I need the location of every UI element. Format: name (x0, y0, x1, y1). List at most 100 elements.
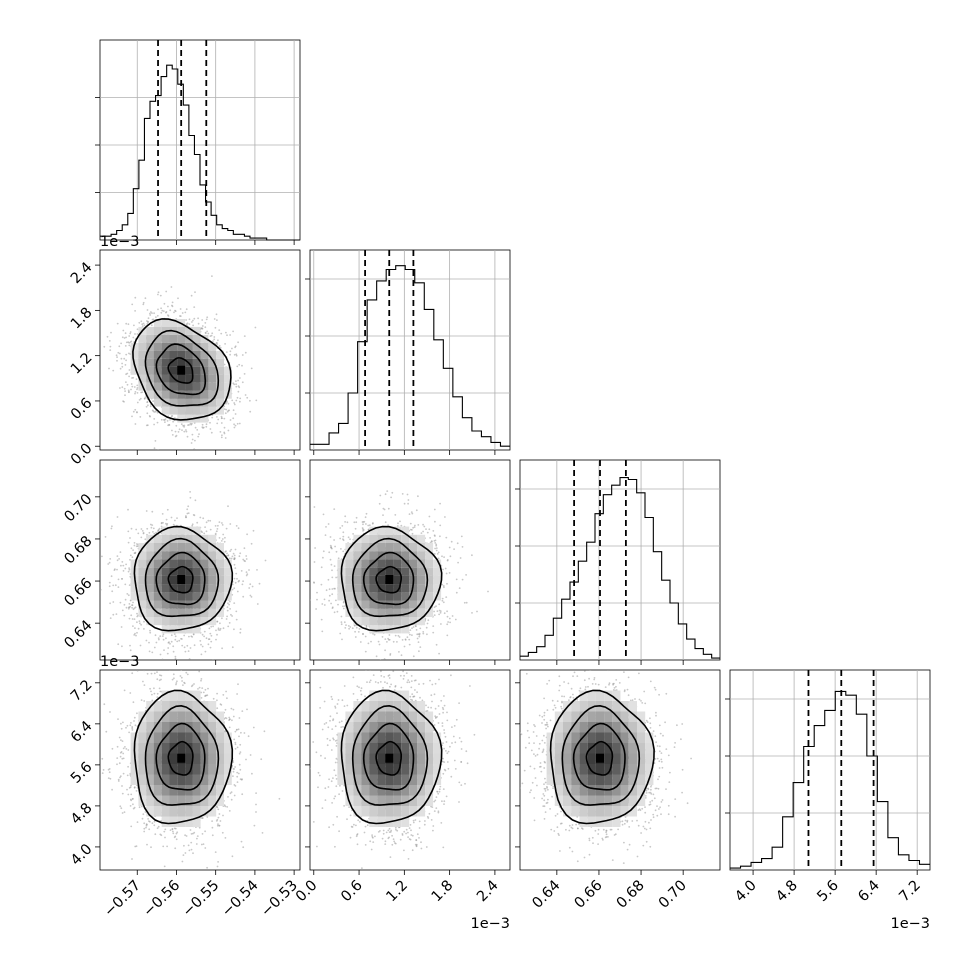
scatter-point (226, 606, 229, 608)
scatter-point (124, 567, 127, 570)
scatter-point (128, 603, 131, 605)
scatter-point (239, 631, 242, 634)
scatter-point (185, 308, 188, 311)
scatter-point (110, 527, 113, 530)
scatter-point (125, 563, 127, 566)
scatter-point (169, 418, 171, 421)
scatter-point (110, 331, 112, 334)
scatter-point (136, 333, 139, 335)
scatter-point (133, 324, 135, 327)
scatter-point (112, 369, 115, 372)
scatter-point (196, 429, 199, 431)
scatter-point (235, 380, 237, 382)
scatter-point (119, 551, 122, 553)
scatter-point (136, 621, 138, 624)
scatter-point (226, 615, 229, 618)
scatter-point (249, 583, 252, 586)
scatter-point (250, 367, 253, 370)
scatter-point (129, 537, 131, 539)
scatter-point (135, 378, 138, 380)
scatter-point (180, 637, 182, 640)
scatter-point (209, 421, 211, 424)
scatter-point (189, 496, 192, 499)
scatter-point (194, 499, 197, 502)
scatter-point (205, 423, 208, 426)
scatter-point (108, 340, 111, 342)
scatter-point (124, 394, 126, 397)
scatter-point (197, 435, 200, 438)
scatter-point (142, 301, 145, 304)
scatter-point (126, 372, 129, 375)
scatter-point (191, 438, 194, 441)
scatter-point (222, 627, 225, 630)
scatter-point (218, 344, 221, 347)
scatter-point (207, 638, 210, 641)
scatter-point (176, 517, 178, 519)
scatter-point (233, 383, 236, 386)
scatter-point (108, 581, 111, 584)
scatter-point (220, 417, 223, 420)
scatter-point (145, 510, 148, 512)
scatter-point (157, 637, 160, 639)
scatter-point (181, 429, 183, 431)
scatter-point (161, 635, 164, 637)
scatter-point (233, 554, 236, 557)
scatter-point (212, 340, 214, 342)
scatter-point (194, 291, 196, 293)
scatter-point (148, 415, 151, 417)
scatter-point (184, 650, 187, 653)
scatter-point (241, 583, 244, 586)
scatter-point (214, 525, 217, 527)
scatter-point (150, 324, 153, 327)
scatter-point (189, 422, 192, 425)
scatter-point (173, 311, 175, 314)
scatter-point (125, 322, 128, 325)
scatter-point (149, 631, 152, 634)
scatter-point (236, 577, 238, 580)
scatter-point (160, 522, 163, 525)
scatter-point (164, 421, 166, 423)
scatter-point (154, 440, 157, 442)
scatter-point (221, 524, 224, 526)
scatter-point (233, 353, 236, 356)
scatter-point (131, 606, 134, 609)
scatter-point (230, 557, 233, 560)
scatter-point (136, 388, 138, 391)
scatter-point (134, 310, 137, 312)
scatter-point (229, 350, 232, 353)
scatter-point (234, 345, 237, 348)
scatter-point (121, 362, 123, 365)
scatter-point (178, 428, 181, 431)
scatter-point (160, 307, 163, 310)
scatter-point (155, 641, 158, 644)
scatter-point (249, 399, 251, 402)
scatter-point (197, 322, 200, 325)
scatter-point (216, 620, 219, 623)
scatter-point (177, 297, 179, 300)
scatter-point (218, 329, 221, 331)
scatter-point (205, 318, 208, 321)
scatter-point (116, 356, 118, 358)
scatter-point (204, 650, 207, 653)
scatter-point (237, 379, 240, 382)
scatter-point (185, 319, 188, 321)
scatter-point (223, 417, 226, 420)
scatter-point (149, 629, 151, 632)
scatter-point (116, 516, 119, 518)
scatter-point (244, 351, 247, 354)
scatter-point (198, 433, 200, 435)
scatter-point (217, 418, 220, 421)
scatter-point (138, 399, 141, 401)
scatter-point (93, 535, 95, 537)
scatter-point (163, 419, 166, 421)
scatter-point (119, 601, 122, 604)
scatter-point (242, 595, 245, 598)
density-peak (177, 365, 186, 375)
scatter-point (252, 529, 255, 532)
scatter-point (186, 644, 189, 647)
scatter-point (179, 315, 181, 317)
scatter-point (258, 582, 261, 585)
scatter-point (225, 351, 228, 353)
scatter-point (117, 578, 120, 581)
